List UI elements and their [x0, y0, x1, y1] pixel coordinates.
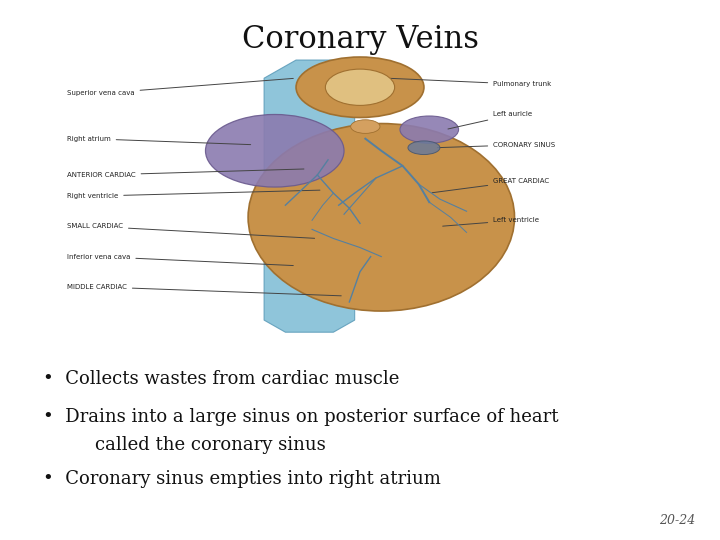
Text: •  Drains into a large sinus on posterior surface of heart: • Drains into a large sinus on posterior…: [43, 408, 559, 426]
Text: called the coronary sinus: called the coronary sinus: [72, 436, 325, 454]
Text: GREAT CARDIAC: GREAT CARDIAC: [432, 178, 549, 193]
Ellipse shape: [408, 141, 440, 154]
Text: ANTERIOR CARDIAC: ANTERIOR CARDIAC: [67, 169, 304, 178]
Text: Inferior vena cava: Inferior vena cava: [67, 254, 293, 266]
Ellipse shape: [325, 69, 395, 105]
Text: MIDDLE CARDIAC: MIDDLE CARDIAC: [67, 284, 341, 296]
Ellipse shape: [205, 114, 344, 187]
Text: Left ventricle: Left ventricle: [443, 217, 539, 226]
Text: Right ventricle: Right ventricle: [67, 190, 320, 199]
Ellipse shape: [248, 124, 515, 311]
PathPatch shape: [264, 60, 355, 332]
Text: Coronary Veins: Coronary Veins: [241, 24, 479, 55]
Ellipse shape: [400, 116, 459, 143]
Ellipse shape: [351, 120, 380, 133]
Text: Pulmonary trunk: Pulmonary trunk: [390, 78, 552, 87]
Text: •  Coronary sinus empties into right atrium: • Coronary sinus empties into right atri…: [43, 470, 441, 488]
Text: Right atrium: Right atrium: [67, 136, 251, 145]
Text: Left auricle: Left auricle: [448, 111, 532, 129]
Text: •  Collects wastes from cardiac muscle: • Collects wastes from cardiac muscle: [43, 370, 400, 388]
Text: 20-24: 20-24: [659, 514, 695, 526]
Text: CORONARY SINUS: CORONARY SINUS: [437, 141, 555, 148]
Ellipse shape: [296, 57, 424, 118]
Text: SMALL CARDIAC: SMALL CARDIAC: [67, 224, 315, 238]
Text: Superior vena cava: Superior vena cava: [67, 78, 293, 96]
